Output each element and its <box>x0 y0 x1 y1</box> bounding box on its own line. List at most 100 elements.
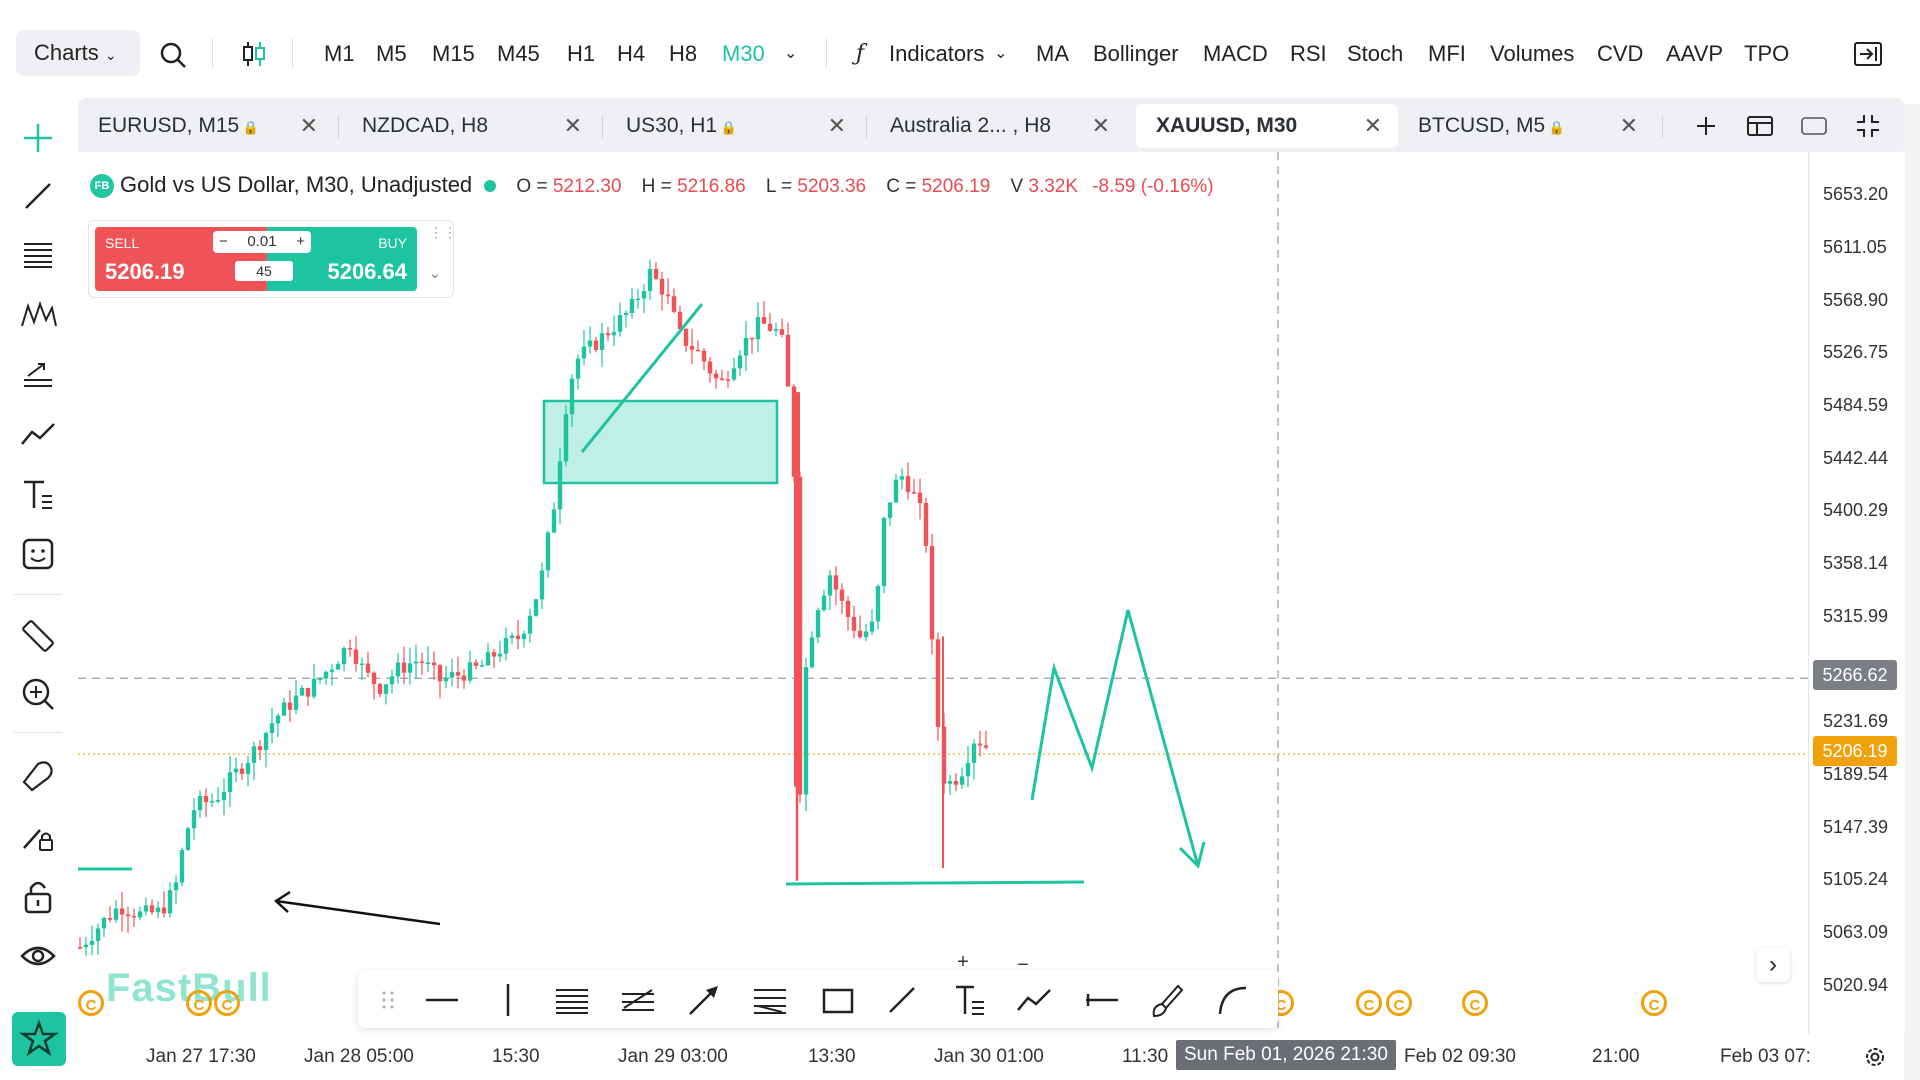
indicator-ma[interactable]: MA <box>1036 41 1069 66</box>
candle-body <box>803 667 809 795</box>
ray-line-icon[interactable] <box>1084 982 1120 1018</box>
timeframe-m1[interactable]: M1 <box>324 41 355 66</box>
arc-icon[interactable] <box>1214 982 1250 1018</box>
candle-body <box>95 928 101 941</box>
pattern-icon[interactable] <box>18 294 58 334</box>
indicator-mfi[interactable]: MFI <box>1428 41 1466 66</box>
indicator-rsi[interactable]: RSI <box>1290 41 1327 66</box>
search-icon[interactable] <box>158 40 188 70</box>
lock-drawings-icon[interactable] <box>18 816 58 856</box>
zoom-minus-button[interactable]: − <box>1008 954 1038 970</box>
polyline-icon[interactable] <box>1016 982 1052 1018</box>
vertical-line-icon[interactable] <box>490 982 526 1018</box>
zoom-plus-button[interactable]: + <box>948 954 978 970</box>
tab-nzdcad-h8[interactable]: NZDCAD, H8 ✕ <box>342 104 598 148</box>
drag-handle-icon[interactable] <box>370 982 406 1018</box>
crosshair-icon[interactable] <box>18 118 58 158</box>
calendar-event-icon[interactable]: C <box>186 990 212 1016</box>
price-axis[interactable]: 5653.20 5611.05 5568.90 5526.75 5484.59 … <box>1808 152 1905 1034</box>
tab-btcusd-m5[interactable]: BTCUSD, M5 🔒 ✕ <box>1398 104 1654 148</box>
candle-body <box>473 662 479 666</box>
calendar-event-icon[interactable]: C <box>1386 990 1412 1016</box>
emoji-sticker-icon[interactable] <box>18 534 58 574</box>
line-segment-icon[interactable] <box>884 982 920 1018</box>
close-tab-icon[interactable]: ✕ <box>1619 113 1638 138</box>
indicator-tpo[interactable]: TPO <box>1744 41 1790 66</box>
add-tab-icon[interactable] <box>1692 112 1720 140</box>
parallel-channel-icon[interactable] <box>554 982 590 1018</box>
plus-icon[interactable]: + <box>296 233 305 250</box>
horizontal-line-icon[interactable] <box>424 982 460 1018</box>
candle-body <box>731 368 737 380</box>
candle-body <box>887 502 893 518</box>
calendar-event-icon[interactable]: C <box>1356 990 1382 1016</box>
fib-channel-icon[interactable] <box>752 982 788 1018</box>
indicators-menu-button[interactable]: Indicators <box>889 41 985 66</box>
projection-icon[interactable] <box>18 354 58 394</box>
text-icon[interactable] <box>952 982 988 1018</box>
ruler-icon[interactable] <box>18 616 58 656</box>
settings-gear-icon[interactable] <box>1862 1044 1888 1070</box>
timeframe-h4[interactable]: H4 <box>617 41 646 66</box>
timeframe-m15[interactable]: M15 <box>432 41 475 66</box>
candle-body <box>659 278 665 295</box>
candlestick-type-icon[interactable] <box>238 38 270 70</box>
candle-body <box>794 392 800 787</box>
single-layout-icon[interactable] <box>1800 112 1828 140</box>
text-tool-icon[interactable] <box>18 474 58 514</box>
calendar-event-icon[interactable]: C <box>78 990 104 1016</box>
zoom-in-icon[interactable] <box>18 674 58 714</box>
candle-body <box>131 915 137 918</box>
exit-fullscreen-icon[interactable] <box>1852 38 1884 70</box>
tab-xauusd-m30[interactable]: XAUUSD, M30 ✕ <box>1136 104 1398 148</box>
rectangle-icon[interactable] <box>820 982 856 1018</box>
timeframe-h1[interactable]: H1 <box>567 41 596 66</box>
trend-line-icon[interactable] <box>18 176 58 216</box>
brush-icon[interactable] <box>1148 982 1184 1018</box>
chart-area[interactable] <box>78 152 1904 1080</box>
calendar-event-icon[interactable]: C <box>1462 990 1488 1016</box>
lot-size-stepper[interactable]: − 0.01 + <box>213 231 311 253</box>
indicator-volumes[interactable]: Volumes <box>1490 41 1575 66</box>
collapse-icon[interactable] <box>1854 112 1882 140</box>
timeframe-m5[interactable]: M5 <box>376 41 407 66</box>
tab-eurusd-m15[interactable]: EURUSD, M15 🔒 ✕ <box>78 104 334 148</box>
fibonacci-icon[interactable] <box>18 234 58 274</box>
layout-grid-icon[interactable] <box>1746 112 1774 140</box>
tab-australia-h8[interactable]: Australia 2... , H8 ✕ <box>870 104 1126 148</box>
close-value: C = 5206.19 <box>886 176 991 197</box>
minus-icon[interactable]: − <box>219 233 228 250</box>
calendar-event-icon[interactable]: C <box>1641 990 1667 1016</box>
eye-visibility-icon[interactable] <box>18 936 58 976</box>
drag-handle-icon[interactable]: ⋮⋮ <box>429 224 457 240</box>
indicator-cvd[interactable]: CVD <box>1597 41 1644 66</box>
close-tab-icon[interactable]: ✕ <box>299 113 318 138</box>
unlock-icon[interactable] <box>18 876 58 916</box>
indicator-macd[interactable]: MACD <box>1203 41 1268 66</box>
charts-menu-button[interactable]: Charts ⌄ <box>16 30 140 76</box>
timeframe-dropdown-chevron-icon[interactable]: ⌄ <box>784 45 798 62</box>
calendar-event-icon[interactable]: C <box>214 990 240 1016</box>
candlestick-chart[interactable] <box>78 152 1808 1034</box>
favorites-star-button[interactable] <box>12 1012 66 1066</box>
prediction-icon[interactable] <box>18 414 58 454</box>
close-tab-icon[interactable]: ✕ <box>1091 113 1110 138</box>
timeframe-m45[interactable]: M45 <box>497 41 540 66</box>
tab-us30-h1[interactable]: US30, H1 🔒 ✕ <box>606 104 862 148</box>
close-tab-icon[interactable]: ✕ <box>563 113 582 138</box>
scroll-right-button[interactable]: › <box>1756 948 1790 982</box>
expand-chevron-icon[interactable]: ⌄ <box>429 265 441 281</box>
timeframe-m30-active[interactable]: M30 <box>722 41 765 66</box>
indicators-chevron-icon[interactable]: ⌄ <box>994 45 1008 62</box>
regression-channel-icon[interactable] <box>620 982 656 1018</box>
timeframe-h8[interactable]: H8 <box>669 41 698 66</box>
indicator-bollinger[interactable]: Bollinger <box>1093 41 1179 66</box>
close-tab-icon[interactable]: ✕ <box>827 113 846 138</box>
indicator-stoch[interactable]: Stoch <box>1347 41 1404 66</box>
magnet-icon[interactable] <box>18 756 58 796</box>
close-tab-icon[interactable]: ✕ <box>1363 113 1382 138</box>
time-axis[interactable]: Jan 27 17:30 Jan 28 05:00 15:30 Jan 29 0… <box>78 1034 1904 1080</box>
arrow-tool-icon[interactable] <box>686 982 722 1018</box>
indicator-aavp[interactable]: AAVP <box>1666 41 1724 66</box>
buy-button[interactable]: BUY 5206.64 <box>295 227 417 291</box>
